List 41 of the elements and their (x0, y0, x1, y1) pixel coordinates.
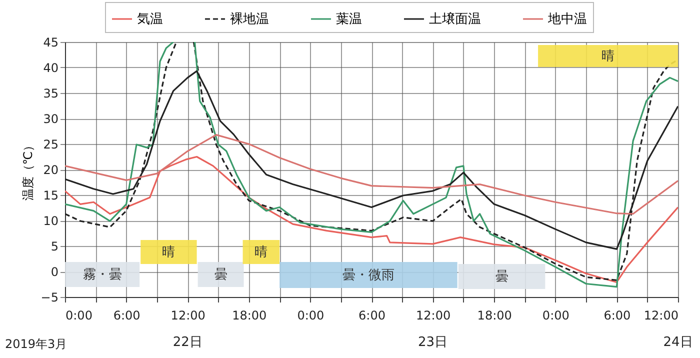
y-tick-label: 15 (43, 188, 58, 202)
band-label: 曇 (495, 270, 508, 284)
legend-label: 気温 (137, 12, 163, 27)
y-tick-label: 35 (43, 86, 58, 100)
x-tick-label: 18:00 (232, 308, 267, 322)
y-tick-label: 25 (43, 138, 58, 152)
y-tick-label: 30 (43, 112, 58, 126)
band-label: 晴 (254, 245, 268, 260)
y-tick-label: 10 (43, 214, 58, 228)
text: 2019年3月 (5, 337, 68, 351)
legend-label: 葉温 (336, 12, 362, 27)
x-tick-label: 6:00 (358, 308, 386, 322)
x-tick-label: 12:00 (416, 308, 451, 322)
y-tick-label: 40 (43, 61, 58, 75)
x-tick-label: 0:00 (297, 308, 324, 322)
y-tick-label: 0 (50, 265, 58, 279)
band-label: 曇・微雨 (342, 268, 394, 283)
x-tick-label: 12:00 (170, 308, 206, 322)
x-tick-label: 12:00 (644, 308, 678, 322)
y-tick-label: −5 (40, 290, 58, 304)
line-series (65, 156, 678, 284)
text: 22日 (172, 335, 202, 350)
y-tick-label: 45 (43, 36, 58, 50)
band-label: 晴 (602, 49, 615, 64)
band-label: 晴 (162, 245, 176, 260)
band-label: 曇 (214, 268, 228, 282)
y-tick-label: 5 (50, 240, 58, 254)
legend-label: 裸地温 (230, 12, 269, 27)
y-tick-label: 20 (43, 163, 58, 177)
x-tick-label: 18:00 (477, 308, 512, 322)
y-axis-title: 温度（℃） (20, 139, 35, 201)
x-tick-label: 6:00 (113, 308, 140, 322)
band-label: 霧・曇 (82, 268, 122, 282)
line-series (65, 134, 678, 215)
legend-label: 土壌面温 (429, 11, 481, 27)
text: 23日 (418, 335, 448, 350)
text: 24日 (663, 335, 693, 350)
x-tick-label: 0:00 (542, 308, 570, 322)
x-tick-label: 6:00 (604, 308, 631, 322)
legend-label: 地中温 (547, 12, 587, 27)
x-tick-label: 0:00 (66, 308, 92, 322)
